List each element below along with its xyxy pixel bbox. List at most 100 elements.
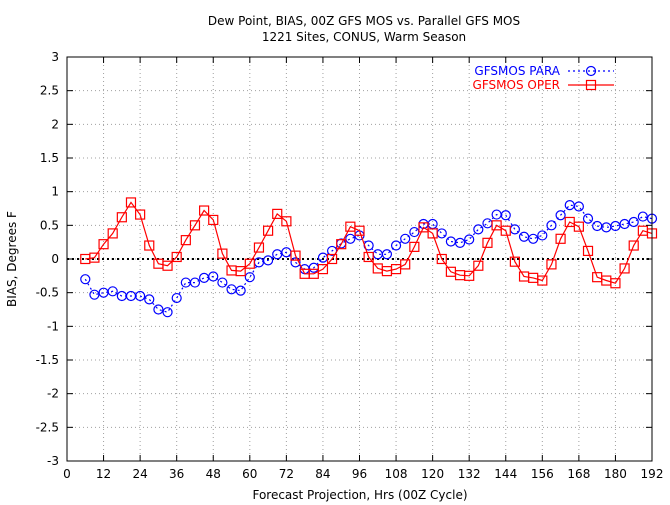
- data-point: [162, 307, 173, 318]
- data-point: [208, 214, 219, 226]
- x-tick-label: 72: [279, 467, 294, 481]
- data-point: [262, 225, 274, 236]
- data-point: [619, 218, 630, 230]
- y-tick-label: 0: [51, 252, 59, 266]
- data-point: [363, 251, 374, 263]
- y-axis-label: BIAS, Degrees F: [5, 211, 19, 307]
- y-tick-label: 3: [51, 50, 59, 64]
- data-point: [281, 216, 292, 227]
- y-tick-label: 1: [51, 185, 59, 199]
- x-tick-label: 192: [641, 467, 664, 481]
- data-point: [436, 253, 447, 265]
- x-tick-label: 84: [315, 467, 330, 481]
- data-point: [500, 225, 511, 236]
- data-point: [135, 290, 146, 302]
- y-tick-label: -1.5: [36, 353, 59, 367]
- data-point: [400, 259, 411, 270]
- data-point: [537, 230, 548, 241]
- data-point: [217, 248, 228, 259]
- data-point: [272, 249, 283, 260]
- data-point: [573, 221, 584, 232]
- data-point: [528, 233, 539, 244]
- data-point: [162, 260, 173, 271]
- data-point: [518, 231, 530, 242]
- data-point: [80, 274, 91, 285]
- data-point: [400, 233, 411, 244]
- data-point: [500, 210, 511, 221]
- data-point: [125, 197, 137, 208]
- data-point: [244, 272, 255, 283]
- data-point: [610, 278, 621, 289]
- data-point: [381, 249, 393, 260]
- data-point: [336, 239, 347, 250]
- data-point: [272, 208, 283, 219]
- data-point: [390, 240, 402, 251]
- data-point: [546, 259, 557, 270]
- x-axis-label: Forecast Projection, Hrs (00Z Cycle): [252, 488, 467, 502]
- x-tick-label: 156: [531, 467, 554, 481]
- data-point: [573, 201, 584, 212]
- legend-marker: [585, 79, 597, 91]
- data-point: [326, 253, 338, 265]
- y-tick-label: -2.5: [36, 420, 59, 434]
- y-tick-label: 1.5: [40, 151, 59, 165]
- data-point: [409, 226, 420, 238]
- data-point: [290, 257, 301, 268]
- data-point: [107, 286, 118, 297]
- data-point: [290, 250, 301, 261]
- data-point: [98, 239, 109, 250]
- chart-subtitle: 1221 Sites, CONUS, Warm Season: [262, 30, 466, 44]
- data-point: [582, 245, 594, 257]
- data-point: [509, 224, 520, 235]
- legend-label: GFSMOS OPER: [473, 78, 560, 92]
- data-point: [199, 205, 210, 216]
- data-point: [628, 240, 639, 251]
- y-tick-label: 0.5: [40, 218, 59, 232]
- data-point: [144, 294, 155, 305]
- legend-marker: [585, 65, 597, 77]
- data-point: [473, 224, 484, 235]
- x-tick-label: 120: [421, 467, 444, 481]
- data-point: [454, 237, 466, 248]
- data-point: [208, 271, 219, 282]
- data-point: [464, 234, 475, 245]
- data-point: [189, 277, 201, 288]
- data-point: [537, 275, 548, 286]
- data-point: [436, 228, 447, 239]
- data-point: [253, 242, 265, 253]
- legend-label: GFSMOS PARA: [474, 64, 560, 78]
- data-point: [235, 285, 246, 296]
- data-point: [345, 233, 356, 244]
- x-tick-label: 168: [567, 467, 590, 481]
- data-point: [418, 222, 429, 233]
- series-gfsmos-oper: [80, 197, 658, 289]
- chart-title: Dew Point, BIAS, 00Z GFS MOS vs. Paralle…: [208, 14, 520, 28]
- x-tick-label: 180: [604, 467, 627, 481]
- data-point: [555, 210, 566, 221]
- y-tick-label: 2: [51, 117, 59, 131]
- x-tick-label: 132: [458, 467, 481, 481]
- data-point: [317, 264, 329, 275]
- data-point: [180, 235, 191, 246]
- x-tick-label: 48: [206, 467, 221, 481]
- series-layer: [80, 197, 658, 318]
- data-point: [354, 225, 365, 236]
- y-tick-label: -3: [47, 454, 59, 468]
- data-point: [427, 228, 438, 239]
- data-point: [189, 220, 201, 231]
- data-point: [628, 216, 639, 228]
- data-point: [171, 292, 182, 304]
- data-point: [637, 211, 648, 222]
- data-point: [409, 241, 420, 252]
- data-point: [235, 266, 246, 277]
- data-point: [482, 237, 493, 248]
- y-tick-label: 2.5: [40, 84, 59, 98]
- data-point: [262, 255, 274, 266]
- data-point: [546, 220, 557, 231]
- y-tick-label: -2: [47, 387, 59, 401]
- series-line: [85, 201, 653, 284]
- data-point: [153, 304, 164, 315]
- x-tick-label: 108: [385, 467, 408, 481]
